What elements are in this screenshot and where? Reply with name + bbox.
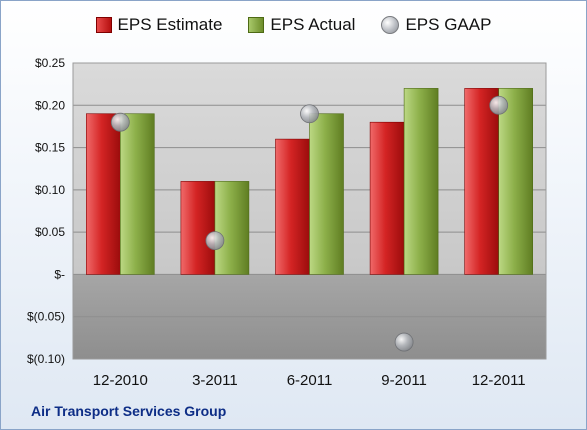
legend: EPS Estimate EPS Actual EPS GAAP (1, 15, 586, 35)
bar-eps-estimate (86, 113, 121, 275)
y-tick-label: $0.15 (35, 141, 65, 155)
bar-eps-actual (309, 113, 344, 275)
legend-item-estimate: EPS Estimate (95, 15, 223, 35)
marker-eps-gaap (489, 95, 509, 115)
plot-border (72, 62, 547, 360)
marker-eps-gaap (205, 231, 225, 251)
bar-eps-estimate (464, 88, 500, 275)
bar-eps-estimate (369, 121, 405, 275)
x-tick-label: 3-2011 (192, 372, 238, 389)
legend-label-actual: EPS Actual (270, 15, 356, 34)
y-tick-label: $0.25 (35, 56, 65, 70)
legend-item-actual: EPS Actual (248, 15, 355, 35)
legend-label-estimate: EPS Estimate (117, 15, 223, 34)
bar-eps-actual (120, 113, 155, 275)
marker-eps-gaap (300, 104, 319, 124)
bar-eps-estimate (275, 138, 310, 275)
legend-item-gaap: EPS GAAP (381, 15, 491, 35)
y-tick-label: $0.05 (35, 225, 65, 239)
marker-eps-gaap (394, 332, 414, 352)
eps-chart: $0.25 $0.20 $0.15 $0.10 $0.05 $- $(0.05) $(0.10… (27, 56, 547, 389)
y-tick-label: $0.20 (35, 98, 65, 112)
legend-label-gaap: EPS GAAP (405, 15, 492, 34)
bar-eps-actual (214, 181, 250, 275)
y-tick-label: $0.10 (35, 183, 65, 197)
company-name: Air Transport Services Group (31, 403, 227, 419)
legend-swatch-estimate (95, 17, 112, 33)
bar-eps-actual (498, 88, 534, 275)
bar-eps-actual (403, 88, 439, 275)
legend-swatch-gaap (381, 16, 400, 34)
y-tick-label: $- (54, 267, 65, 281)
x-tick-label: 12-2010 (93, 372, 148, 389)
legend-swatch-actual (248, 17, 265, 33)
y-tick-label: $(0.10) (27, 352, 65, 366)
bar-eps-estimate (180, 181, 216, 275)
x-tick-label: 9-2011 (381, 372, 427, 389)
marker-eps-gaap (110, 112, 130, 132)
y-tick-label: $(0.05) (27, 310, 65, 324)
x-tick-label: 6-2011 (287, 372, 333, 389)
x-tick-label: 12-2011 (472, 372, 526, 389)
